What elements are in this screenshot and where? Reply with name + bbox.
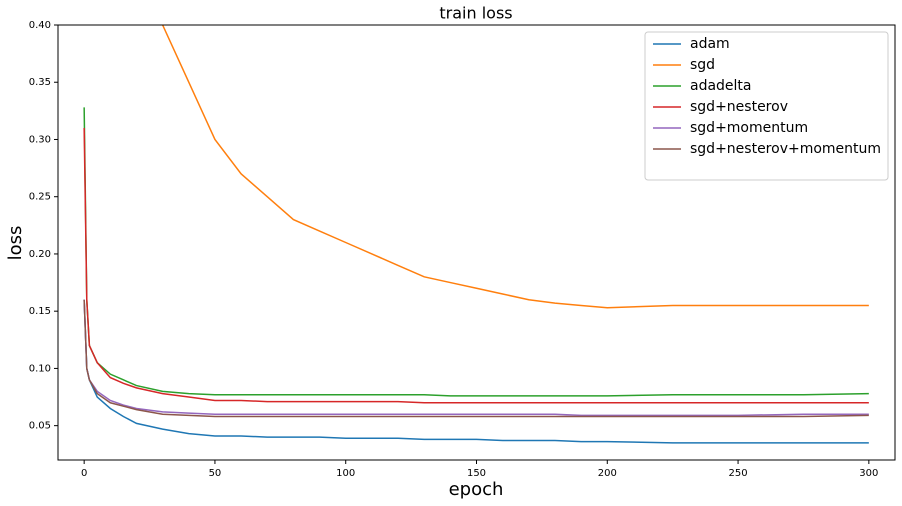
series-line <box>83 107 869 397</box>
legend-label: sgd+momentum <box>690 120 808 136</box>
y-tick-label: 0.30 <box>29 134 51 145</box>
x-tick-label: 200 <box>598 468 617 479</box>
series-line <box>161 25 869 309</box>
series-line <box>83 299 869 418</box>
x-tick-label: 100 <box>336 468 355 479</box>
y-axis-label: loss <box>5 226 26 261</box>
x-tick-label: 250 <box>729 468 748 479</box>
legend-label: sgd <box>690 57 715 73</box>
x-axis-label: epoch <box>449 479 504 500</box>
chart-title: train loss <box>439 4 512 23</box>
plot-frame <box>57 24 896 461</box>
series-line <box>83 128 869 404</box>
y-tick-label: 0.20 <box>29 249 51 260</box>
x-tick-label: 50 <box>209 468 222 479</box>
legend-box <box>644 31 889 181</box>
x-tick-label: 150 <box>467 468 486 479</box>
y-tick-label: 0.10 <box>29 363 51 374</box>
legend-label: adam <box>690 36 730 52</box>
legend-label: sgd+nesterov <box>690 99 788 115</box>
y-tick-label: 0.40 <box>29 20 51 31</box>
series-line <box>83 299 869 444</box>
y-tick-label: 0.25 <box>29 192 51 203</box>
x-tick-label: 300 <box>859 468 878 479</box>
series-line <box>83 299 869 417</box>
x-tick-label: 0 <box>81 468 87 479</box>
y-tick-label: 0.35 <box>29 77 51 88</box>
legend-label: adadelta <box>690 78 752 94</box>
y-tick-label: 0.15 <box>29 306 51 317</box>
legend-label: sgd+nesterov+momentum <box>690 141 881 157</box>
plot-area <box>83 25 869 444</box>
y-tick-label: 0.05 <box>29 421 51 432</box>
